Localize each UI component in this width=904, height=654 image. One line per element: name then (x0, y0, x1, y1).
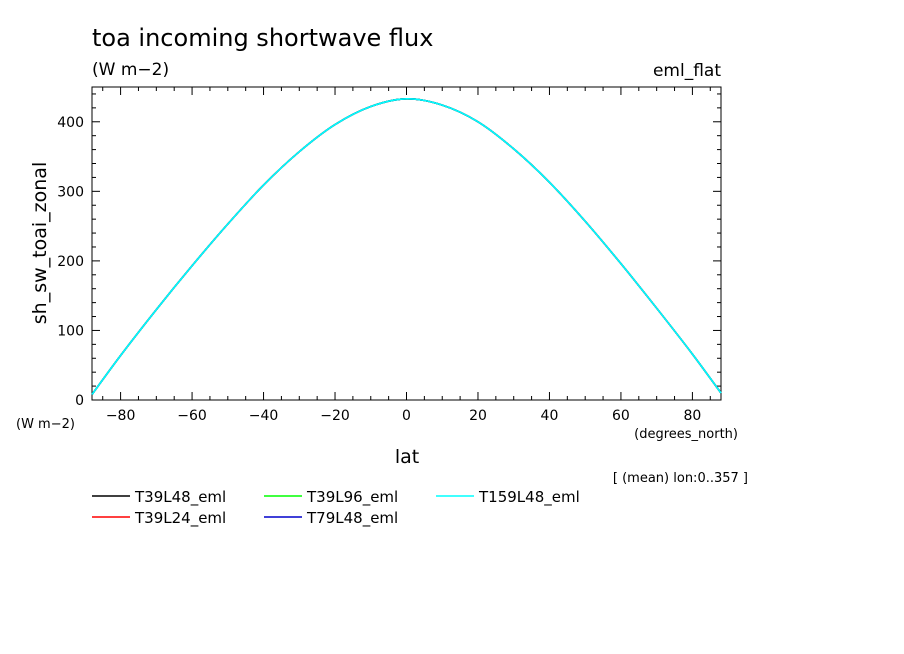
chart-units: (W m−2) (92, 60, 169, 80)
series-line-t39l96_eml (91, 98, 722, 395)
x-tick-label: 20 (469, 408, 487, 424)
x-axis-units: (degrees_north) (634, 427, 738, 442)
y-tick-label: 200 (57, 254, 84, 270)
series-lines (91, 98, 722, 395)
y-axis-units: (W m−2) (16, 417, 75, 432)
x-tick-label: 80 (683, 408, 701, 424)
series-line-t79l48_eml (91, 98, 722, 395)
legend-label: T159L48_eml (478, 488, 580, 507)
plot-frame (91, 86, 722, 401)
x-tick-label: −40 (249, 408, 279, 424)
series-line-t159l48_eml (91, 98, 722, 395)
y-axis-label: sh_sw_toai_zonal (29, 162, 51, 324)
x-tick-label: 60 (612, 408, 630, 424)
legend-label: T79L48_eml (306, 509, 398, 528)
legend-label: T39L48_eml (134, 488, 226, 507)
axis-ticks: −80 −60 −40 −20 0 20 40 60 80 0 100 200 300 400 (57, 87, 721, 424)
y-tick-label: 400 (57, 115, 84, 131)
x-tick-label: −80 (106, 408, 136, 424)
y-tick-label: 0 (75, 393, 84, 409)
legend: T39L48_eml T39L24_eml T39L96_eml T79L48_eml… (92, 488, 580, 528)
y-tick-label: 300 (57, 184, 84, 200)
x-tick-label: −60 (177, 408, 207, 424)
y-tick-label: 100 (57, 323, 84, 339)
series-line-t39l24_eml (91, 98, 722, 395)
legend-label: T39L96_eml (306, 488, 398, 507)
legend-label: T39L24_eml (134, 509, 226, 528)
x-tick-label: 0 (402, 408, 411, 424)
subset-note: [ (mean) lon:0..357 ] (613, 471, 748, 486)
chart-title: toa incoming shortwave flux (92, 24, 433, 52)
x-tick-label: −20 (320, 408, 350, 424)
series-line-t39l48_eml (91, 98, 722, 395)
experiment-label: eml_flat (653, 61, 721, 81)
x-axis-label: lat (395, 446, 419, 468)
x-tick-label: 40 (541, 408, 559, 424)
